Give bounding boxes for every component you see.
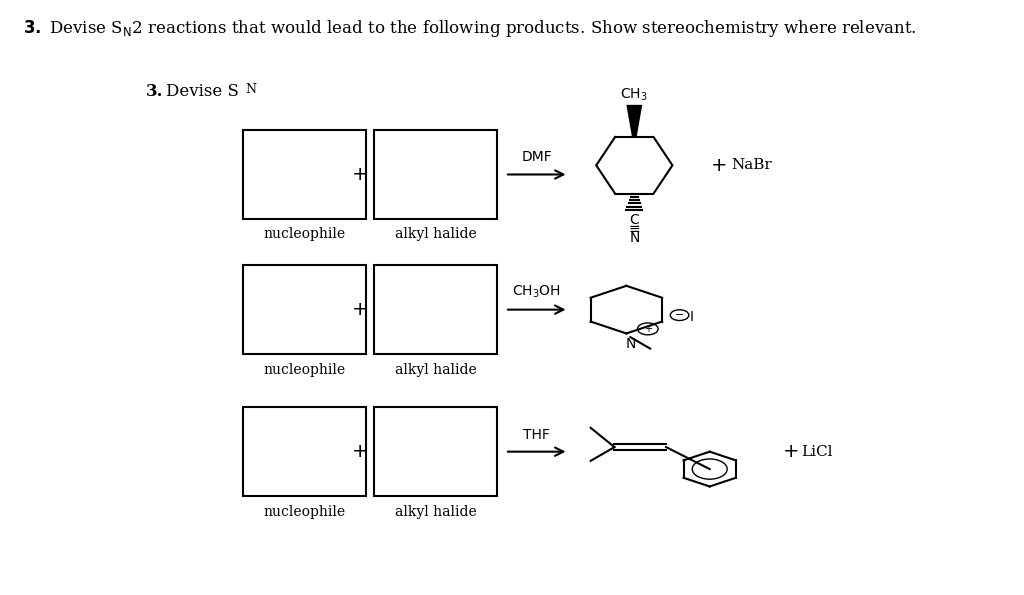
Text: nucleophile: nucleophile <box>263 227 346 242</box>
Text: 3.: 3. <box>145 83 163 100</box>
Bar <box>243 407 367 496</box>
Text: LiCl: LiCl <box>801 444 833 459</box>
Text: C: C <box>630 213 639 227</box>
Text: CH$_3$OH: CH$_3$OH <box>512 283 561 299</box>
Text: ≡: ≡ <box>629 222 640 236</box>
Text: alkyl halide: alkyl halide <box>394 227 476 242</box>
Text: +: + <box>351 165 368 184</box>
Text: $\bf{3.}$ Devise S$_{\rm N}$2 reactions that would lead to the following product: $\bf{3.}$ Devise S$_{\rm N}$2 reactions … <box>23 18 916 39</box>
Text: THF: THF <box>523 428 550 441</box>
Text: Devise S: Devise S <box>166 83 239 100</box>
Bar <box>243 130 367 219</box>
Text: alkyl halide: alkyl halide <box>394 362 476 377</box>
Bar <box>243 265 367 354</box>
Bar <box>374 407 497 496</box>
Text: +: + <box>351 300 368 319</box>
Text: N: N <box>246 83 256 96</box>
Text: N: N <box>629 231 640 245</box>
Text: CH$_3$: CH$_3$ <box>621 86 648 102</box>
Text: −: − <box>675 310 684 320</box>
Text: nucleophile: nucleophile <box>263 362 346 377</box>
Text: nucleophile: nucleophile <box>263 505 346 519</box>
Text: DMF: DMF <box>521 151 552 164</box>
Text: +: + <box>711 156 727 175</box>
Text: +: + <box>351 442 368 461</box>
Text: +: + <box>782 442 799 461</box>
Text: NaBr: NaBr <box>731 158 772 173</box>
Bar <box>374 130 497 219</box>
Text: N: N <box>626 337 636 351</box>
Bar <box>374 265 497 354</box>
Text: I: I <box>690 311 694 324</box>
Text: +: + <box>644 324 652 334</box>
Text: alkyl halide: alkyl halide <box>394 505 476 519</box>
Polygon shape <box>627 105 642 137</box>
